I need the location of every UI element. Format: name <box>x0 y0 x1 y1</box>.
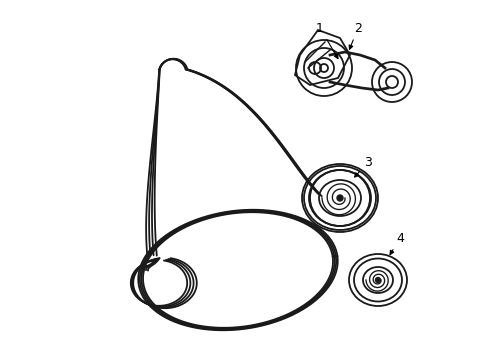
Text: 2: 2 <box>348 22 361 49</box>
Circle shape <box>336 195 342 201</box>
Text: 3: 3 <box>354 156 371 177</box>
Text: 4: 4 <box>389 231 403 255</box>
Text: 1: 1 <box>315 22 337 59</box>
Circle shape <box>375 278 380 283</box>
